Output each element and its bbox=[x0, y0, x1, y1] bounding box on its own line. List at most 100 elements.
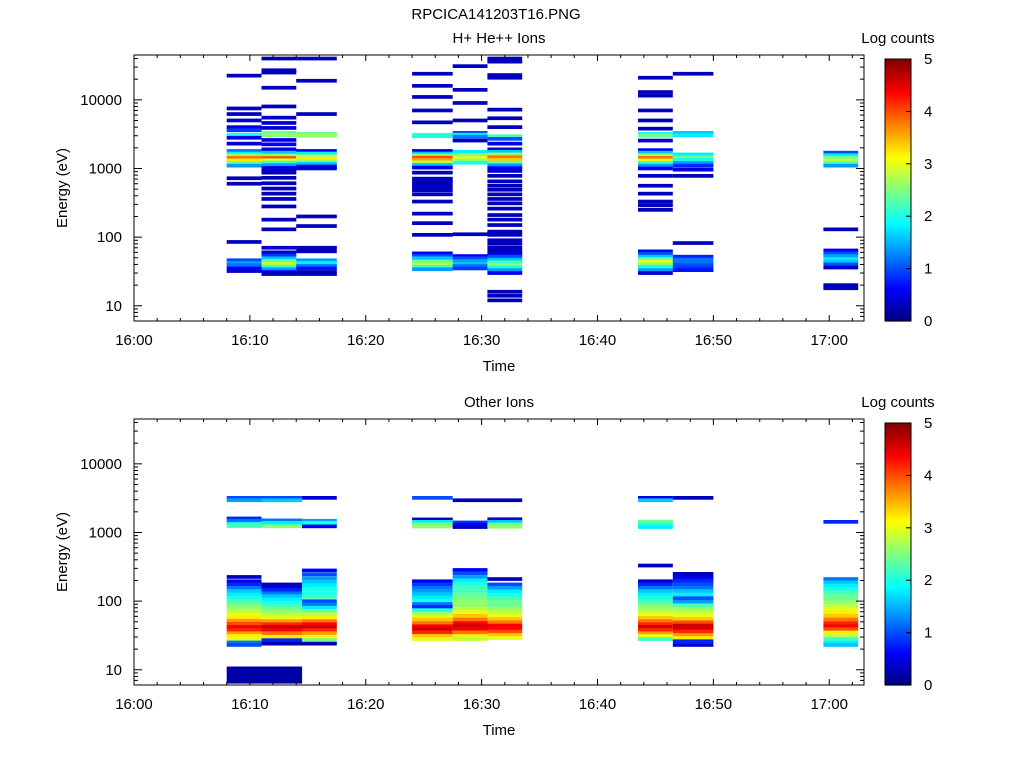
heatmap-cell bbox=[261, 204, 297, 209]
heatmap-cell bbox=[487, 636, 523, 640]
colorbar-segment bbox=[885, 137, 911, 141]
heatmap-cell bbox=[823, 227, 859, 232]
heatmap-cell bbox=[261, 616, 303, 620]
colorbar-segment bbox=[885, 226, 911, 230]
heatmap-cell bbox=[638, 174, 673, 178]
heatmap-cell bbox=[302, 583, 337, 588]
heatmap-cell bbox=[638, 252, 673, 256]
heatmap-cell bbox=[638, 634, 673, 638]
heatmap-cell bbox=[261, 142, 297, 147]
heatmap-cell bbox=[672, 254, 714, 259]
heatmap-cell bbox=[452, 637, 488, 641]
colorbar-segment bbox=[885, 148, 911, 152]
heatmap-cell bbox=[452, 149, 488, 154]
colorbar-segment bbox=[885, 224, 911, 228]
heatmap-cell bbox=[412, 182, 453, 187]
colorbar-segment bbox=[885, 300, 911, 304]
heatmap-cell bbox=[261, 253, 297, 258]
heatmap-cell bbox=[638, 619, 673, 623]
heatmap-cell bbox=[452, 582, 488, 586]
heatmap-cell bbox=[487, 589, 523, 594]
heatmap-cell bbox=[296, 264, 337, 268]
heatmap-cell bbox=[487, 524, 523, 529]
heatmap-cell bbox=[452, 64, 488, 68]
heatmap-cell bbox=[412, 624, 453, 629]
heatmap-cell bbox=[261, 521, 303, 525]
colorbar-tick-label: 1 bbox=[924, 261, 932, 278]
heatmap-cell bbox=[226, 176, 262, 181]
heatmap-cell bbox=[487, 229, 523, 234]
heatmap-cell bbox=[487, 271, 523, 275]
heatmap-cell bbox=[412, 599, 453, 603]
heatmap-cell bbox=[672, 606, 714, 611]
colorbar-segment bbox=[885, 582, 911, 587]
colorbar-segment bbox=[885, 245, 911, 249]
colorbar-segment bbox=[885, 292, 911, 296]
colorbar-segment bbox=[885, 543, 911, 547]
colorbar-segment bbox=[885, 250, 911, 254]
heatmap-cell bbox=[638, 579, 673, 584]
heatmap-cell bbox=[261, 272, 297, 276]
heatmap-cell bbox=[452, 498, 488, 503]
colorbar-segment bbox=[885, 561, 911, 566]
heatmap-cell bbox=[487, 223, 523, 227]
heatmap-cell bbox=[226, 628, 262, 632]
x-tick-label: 16:20 bbox=[347, 332, 385, 349]
colorbar-segment bbox=[885, 530, 911, 534]
heatmap-cell bbox=[412, 264, 453, 269]
colorbar-segment bbox=[885, 611, 911, 615]
heatmap-cell bbox=[672, 626, 714, 631]
heatmap-cell bbox=[261, 126, 297, 130]
heatmap-cell bbox=[638, 108, 673, 113]
colorbar-segment bbox=[885, 234, 911, 238]
heatmap-cell bbox=[487, 249, 523, 254]
heatmap-cell bbox=[638, 589, 673, 593]
heatmap-cell bbox=[296, 78, 337, 83]
heatmap-cell bbox=[638, 262, 673, 267]
heatmap-cell bbox=[452, 261, 488, 266]
colorbar-segment bbox=[885, 268, 911, 272]
heatmap-cell bbox=[261, 170, 297, 175]
colorbar-segment bbox=[885, 82, 911, 86]
heatmap-cell bbox=[226, 676, 262, 681]
heatmap-cell bbox=[823, 283, 859, 287]
panel-h-he-ions: 16:00 16:10 16:20 16:30 16:40 16:50 17:0010100… bbox=[54, 30, 935, 375]
heatmap-cell bbox=[296, 272, 337, 276]
heatmap-cell bbox=[487, 206, 523, 211]
heatmap-cell bbox=[672, 643, 714, 647]
colorbar-segment bbox=[885, 74, 911, 78]
colorbar-segment bbox=[885, 190, 911, 194]
colorbar-segment bbox=[885, 645, 911, 649]
heatmap-cell bbox=[302, 587, 337, 592]
heatmap-cell bbox=[672, 496, 714, 500]
y-tick-label: 10000 bbox=[80, 456, 122, 473]
heatmap-cell bbox=[412, 158, 453, 162]
heatmap-cell bbox=[261, 168, 297, 173]
colorbar-segment bbox=[885, 124, 911, 128]
colorbar-segment bbox=[885, 635, 911, 639]
heatmap-cell bbox=[261, 597, 303, 602]
colorbar-segment bbox=[885, 595, 911, 600]
colorbar-segment bbox=[885, 169, 911, 173]
colorbar-segment bbox=[885, 682, 911, 686]
heatmap-cell bbox=[672, 617, 714, 621]
heatmap-cell bbox=[452, 118, 488, 123]
colorbar-segment bbox=[885, 446, 911, 450]
heatmap-cell bbox=[452, 621, 488, 625]
heatmap-cell bbox=[412, 199, 453, 204]
heatmap-cell bbox=[638, 271, 673, 275]
heatmap-cell bbox=[226, 631, 262, 636]
heatmap-cell bbox=[412, 165, 453, 170]
heatmap-cell bbox=[261, 619, 303, 623]
heatmap-cell bbox=[638, 93, 673, 98]
colorbar-segment bbox=[885, 116, 911, 120]
colorbar-segment bbox=[885, 441, 911, 445]
heatmap-cell bbox=[452, 131, 488, 135]
colorbar-segment bbox=[885, 598, 911, 602]
heatmap-cell bbox=[302, 612, 337, 617]
heatmap-cell bbox=[412, 188, 453, 193]
colorbar-segment bbox=[885, 231, 911, 236]
heatmap-cell bbox=[226, 151, 262, 156]
colorbar-tick-label: 2 bbox=[924, 208, 932, 225]
heatmap-cell bbox=[261, 622, 303, 627]
